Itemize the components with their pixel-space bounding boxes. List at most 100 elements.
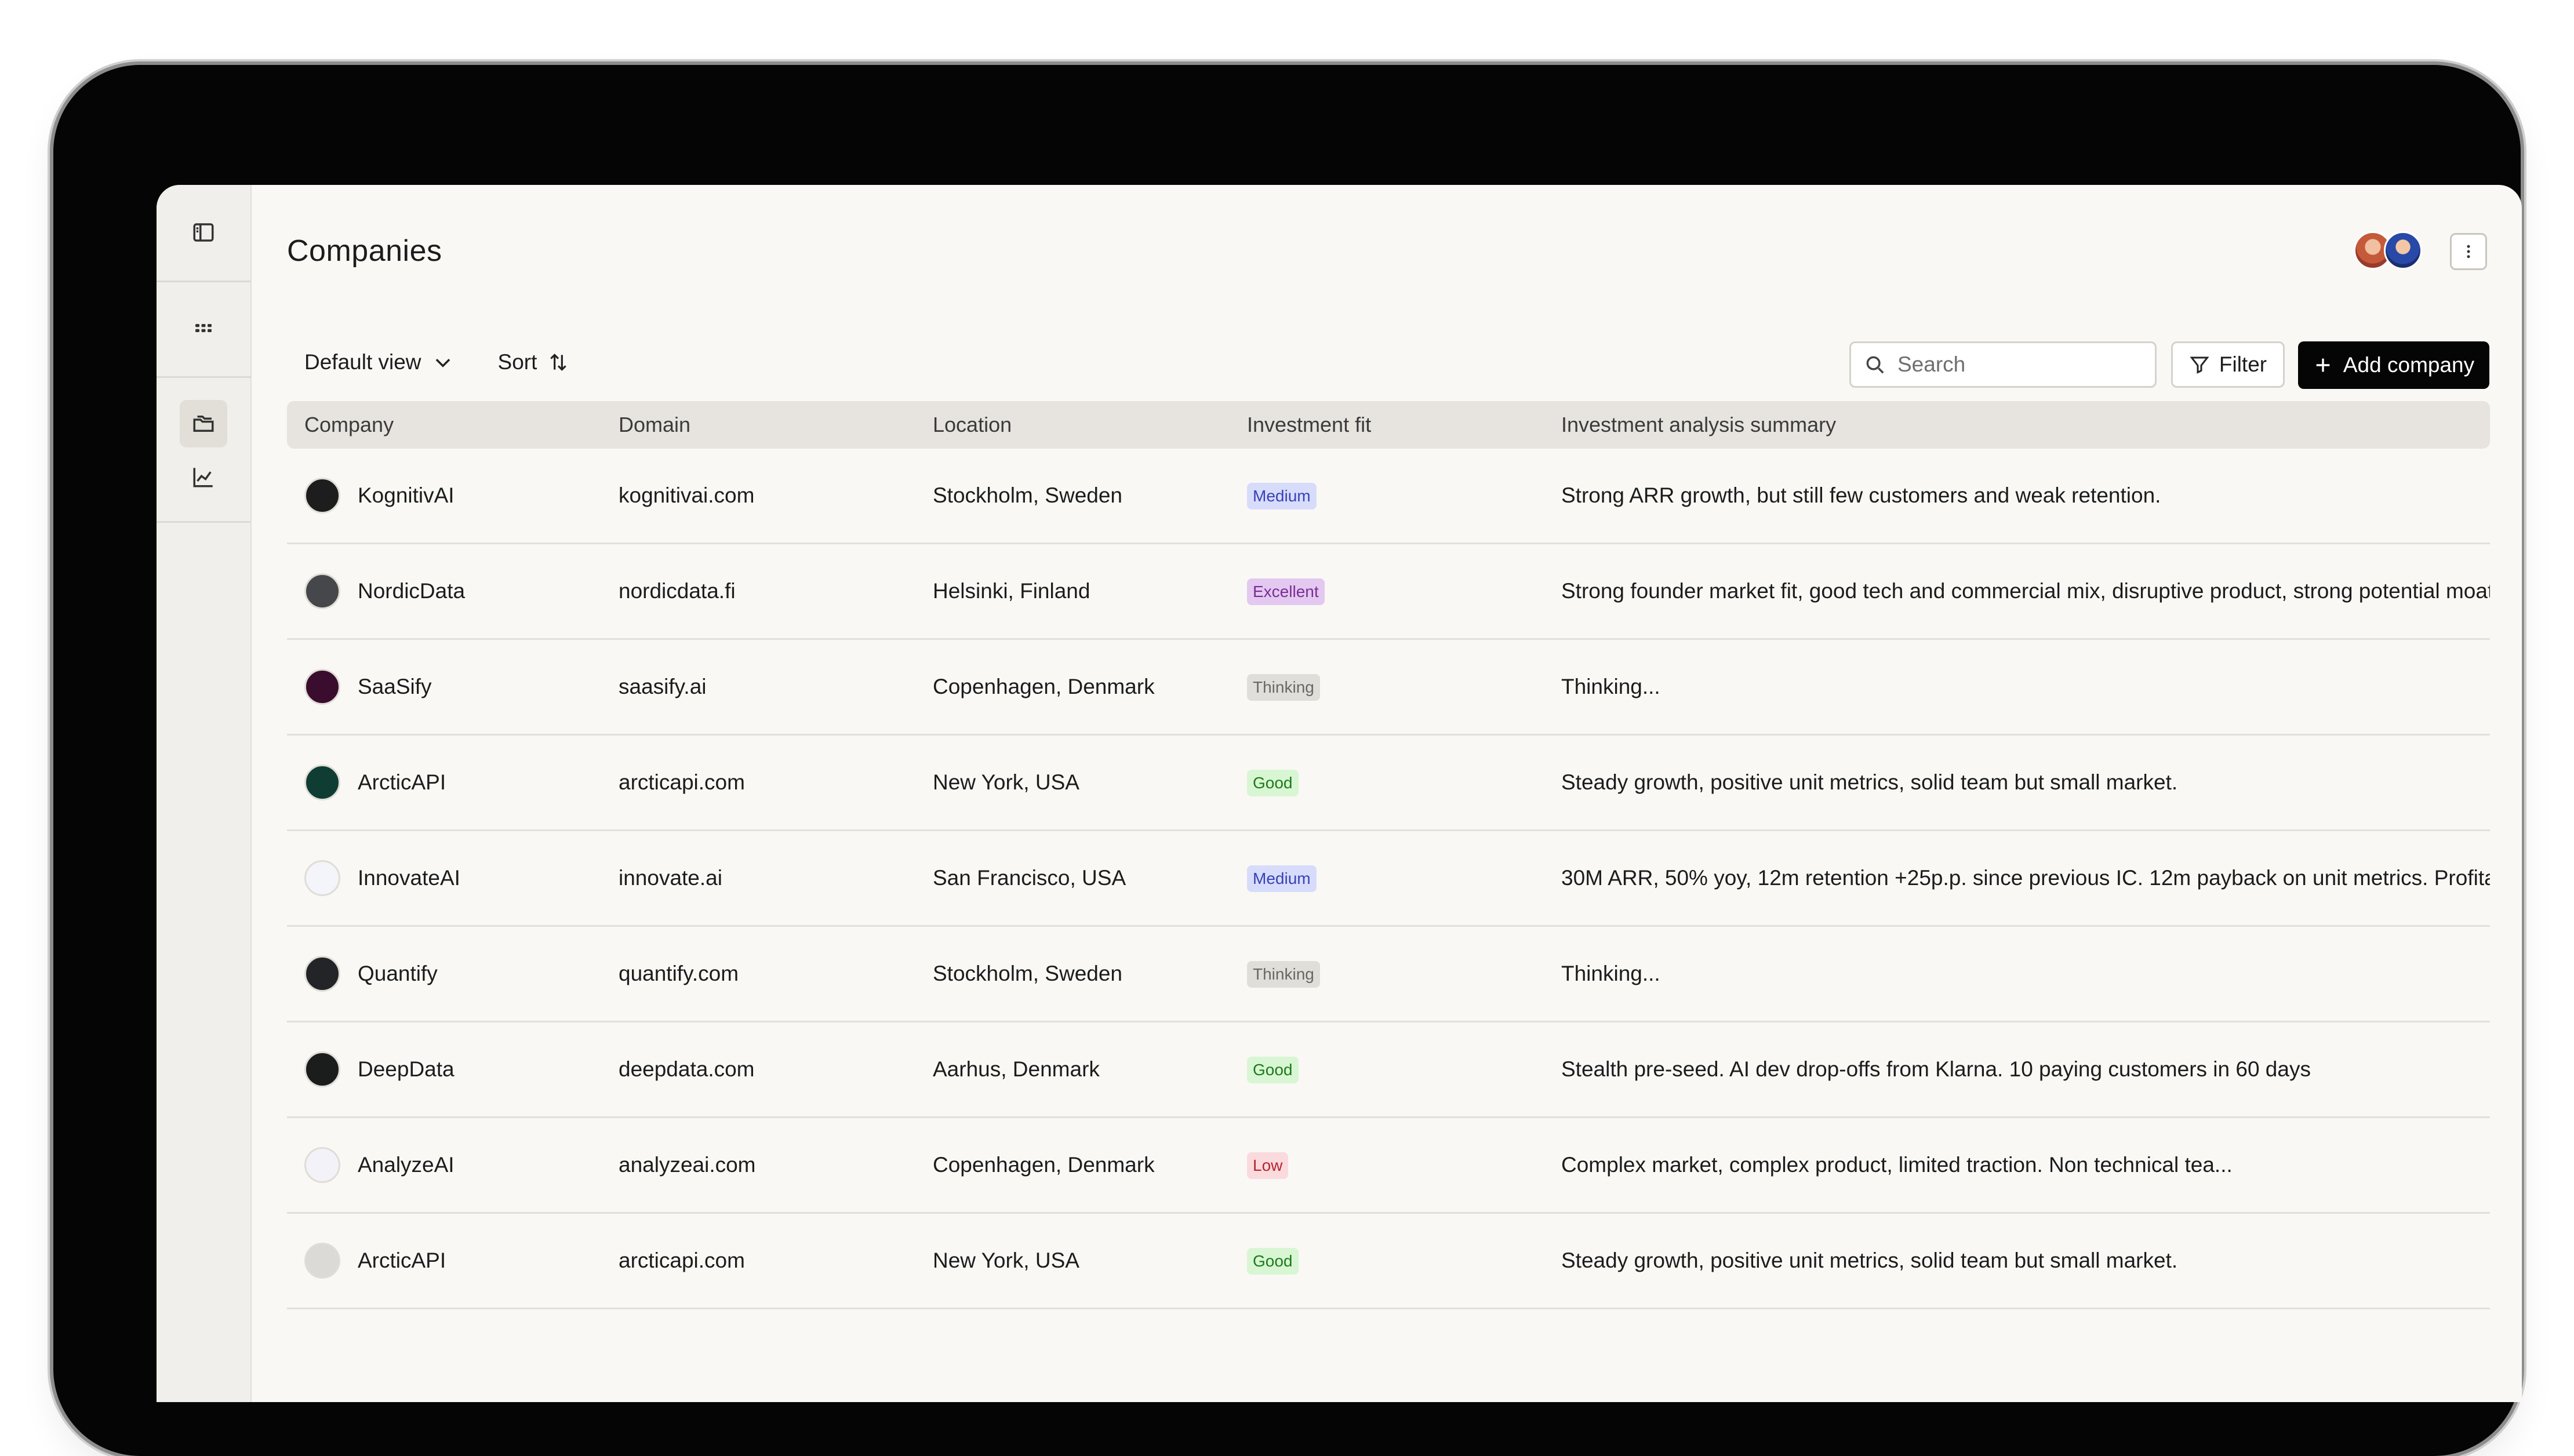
- investment-fit-cell: Low: [1230, 1152, 1544, 1179]
- location-cell: Stockholm, Sweden: [933, 483, 1123, 507]
- company-cell: AnalyzeAI: [287, 1147, 601, 1183]
- fit-badge: Excellent: [1247, 578, 1325, 605]
- company-name[interactable]: KognitivAI: [358, 483, 455, 507]
- summary-cell: Thinking...: [1561, 962, 1660, 985]
- table-row[interactable]: KognitivAI kognitivai.com Stockholm, Swe…: [287, 449, 2490, 544]
- table-header: Company Domain Location Investment fit I…: [287, 401, 2490, 449]
- sort-button[interactable]: Sort: [498, 350, 570, 374]
- company-name[interactable]: ArcticAPI: [358, 770, 446, 794]
- sidebar-section-top: [157, 185, 250, 282]
- fit-badge: Medium: [1247, 865, 1317, 892]
- search-input[interactable]: [1896, 352, 2131, 377]
- company-logo-icon: [304, 669, 340, 705]
- company-logo-icon: [304, 860, 340, 896]
- table-body: KognitivAI kognitivai.com Stockholm, Swe…: [287, 449, 2490, 1309]
- company-cell: Quantify: [287, 956, 601, 992]
- company-logo-icon: [304, 1051, 340, 1087]
- company-cell: InnovateAI: [287, 860, 601, 896]
- filter-label: Filter: [2219, 352, 2267, 376]
- domain-cell: deepdata.com: [619, 1057, 755, 1081]
- app-screen: Companies Default view Sort Filter: [157, 185, 2522, 1402]
- view-toolbar: Default view Sort: [304, 350, 613, 374]
- folders-icon[interactable]: [180, 400, 227, 447]
- location-cell: New York, USA: [933, 1248, 1079, 1272]
- location-cell: Helsinki, Finland: [933, 579, 1090, 603]
- company-name[interactable]: ArcticAPI: [358, 1248, 446, 1272]
- sort-arrows-icon: [550, 354, 567, 371]
- search-icon: [1866, 356, 1884, 374]
- company-name[interactable]: InnovateAI: [358, 866, 460, 890]
- company-cell: KognitivAI: [287, 478, 601, 514]
- company-name[interactable]: AnalyzeAI: [358, 1153, 455, 1177]
- domain-cell: quantify.com: [619, 962, 739, 985]
- plus-icon: [2316, 358, 2330, 372]
- company-cell: ArcticAPI: [287, 765, 601, 800]
- fit-badge: Good: [1247, 769, 1299, 796]
- company-logo-icon: [304, 1147, 340, 1183]
- table-row[interactable]: SaaSify saasify.ai Copenhagen, Denmark T…: [287, 640, 2490, 736]
- avatar[interactable]: [2384, 231, 2422, 270]
- chart-line-icon[interactable]: [180, 453, 227, 501]
- investment-fit-cell: Medium: [1230, 865, 1544, 892]
- company-name[interactable]: DeepData: [358, 1057, 455, 1081]
- investment-fit-cell: Good: [1230, 1056, 1544, 1083]
- domain-cell: innovate.ai: [619, 866, 722, 890]
- more-options-button[interactable]: [2450, 233, 2487, 270]
- apps-grid-icon[interactable]: [180, 304, 227, 352]
- device-frame: Companies Default view Sort Filter: [53, 65, 2522, 1456]
- company-logo-icon: [304, 765, 340, 800]
- summary-cell: Strong ARR growth, but still few custome…: [1561, 483, 2161, 507]
- table-row[interactable]: AnalyzeAI analyzeai.com Copenhagen, Denm…: [287, 1118, 2490, 1214]
- column-header-company[interactable]: Company: [304, 413, 394, 436]
- summary-cell: Steady growth, positive unit metrics, so…: [1561, 1248, 2178, 1272]
- domain-cell: nordicdata.fi: [619, 579, 736, 603]
- company-logo-icon: [304, 956, 340, 992]
- view-selector[interactable]: Default view: [304, 350, 454, 374]
- page-title: Companies: [287, 234, 442, 268]
- domain-cell: kognitivai.com: [619, 483, 755, 507]
- companies-table: Company Domain Location Investment fit I…: [287, 401, 2490, 1309]
- company-logo-icon: [304, 1243, 340, 1279]
- summary-cell: 30M ARR, 50% yoy, 12m retention +25p.p. …: [1561, 866, 2490, 890]
- table-row[interactable]: NordicData nordicdata.fi Helsinki, Finla…: [287, 544, 2490, 640]
- table-row[interactable]: ArcticAPI arcticapi.com New York, USA Go…: [287, 736, 2490, 831]
- fit-badge: Good: [1247, 1056, 1299, 1083]
- location-cell: San Francisco, USA: [933, 866, 1126, 890]
- column-header-location[interactable]: Location: [933, 413, 1012, 436]
- table-row[interactable]: Quantify quantify.com Stockholm, Sweden …: [287, 927, 2490, 1022]
- add-company-button[interactable]: Add company: [2298, 341, 2489, 389]
- search-input-wrapper[interactable]: [1849, 341, 2157, 388]
- company-name[interactable]: SaaSify: [358, 675, 432, 698]
- table-row[interactable]: DeepData deepdata.com Aarhus, Denmark Go…: [287, 1022, 2490, 1118]
- company-logo-icon: [304, 573, 340, 609]
- investment-fit-cell: Good: [1230, 1247, 1544, 1275]
- company-cell: NordicData: [287, 573, 601, 609]
- filter-button[interactable]: Filter: [2171, 341, 2285, 388]
- column-header-summary[interactable]: Investment analysis summary: [1561, 413, 1837, 436]
- table-row[interactable]: ArcticAPI arcticapi.com New York, USA Go…: [287, 1214, 2490, 1309]
- view-selector-label: Default view: [304, 350, 421, 374]
- summary-cell: Stealth pre-seed. AI dev drop-offs from …: [1561, 1057, 2311, 1081]
- location-cell: Aarhus, Denmark: [933, 1057, 1100, 1081]
- fit-badge: Thinking: [1247, 674, 1320, 701]
- column-header-investment-fit[interactable]: Investment fit: [1247, 413, 1372, 436]
- fit-badge: Good: [1247, 1247, 1299, 1275]
- domain-cell: analyzeai.com: [619, 1153, 756, 1177]
- domain-cell: arcticapi.com: [619, 1248, 745, 1272]
- investment-fit-cell: Good: [1230, 769, 1544, 796]
- fit-badge: Low: [1247, 1152, 1289, 1179]
- company-name[interactable]: Quantify: [358, 962, 438, 985]
- company-name[interactable]: NordicData: [358, 579, 466, 603]
- table-row[interactable]: InnovateAI innovate.ai San Francisco, US…: [287, 831, 2490, 927]
- summary-cell: Complex market, complex product, limited…: [1561, 1153, 2233, 1177]
- column-header-domain[interactable]: Domain: [619, 413, 691, 436]
- investment-fit-cell: Thinking: [1230, 674, 1544, 701]
- summary-cell: Thinking...: [1561, 675, 1660, 698]
- domain-cell: arcticapi.com: [619, 770, 745, 794]
- sidebar-toggle-icon[interactable]: [180, 209, 227, 256]
- collaborator-avatars[interactable]: [2354, 231, 2423, 270]
- company-logo-icon: [304, 478, 340, 514]
- investment-fit-cell: Thinking: [1230, 960, 1544, 988]
- location-cell: New York, USA: [933, 770, 1079, 794]
- company-cell: ArcticAPI: [287, 1243, 601, 1279]
